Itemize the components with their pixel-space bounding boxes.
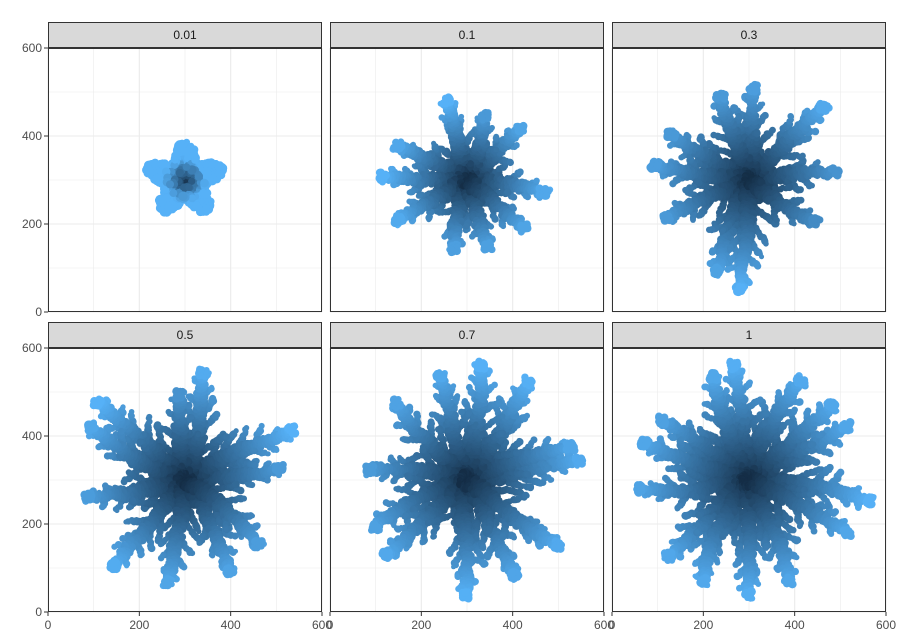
y-tick-label: 400	[22, 129, 42, 143]
aggregate-particle	[787, 112, 794, 120]
aggregate-particle	[199, 189, 207, 197]
panel-border	[48, 48, 322, 312]
aggregate-cluster	[375, 93, 554, 257]
aggregate-particle	[208, 161, 216, 169]
aggregate-particle	[504, 188, 512, 196]
aggregate-particle	[804, 134, 812, 142]
aggregate-particle	[449, 246, 456, 253]
aggregate-particle	[489, 124, 495, 131]
aggregate-particle	[185, 183, 193, 192]
facet-panel-3: 0.3	[611, 22, 887, 313]
aggregate-particle	[516, 168, 524, 176]
aggregate-particle	[406, 198, 413, 205]
aggregate-particle	[466, 160, 474, 168]
aggregate-particle	[441, 233, 448, 240]
aggregate-particle	[484, 109, 491, 116]
aggregate-particle	[518, 128, 526, 136]
aggregate-particle	[414, 162, 420, 168]
aggregate-particle	[513, 142, 520, 148]
aggregate-particle	[214, 161, 224, 171]
aggregate-particle	[165, 180, 175, 189]
aggregate-particle	[468, 233, 476, 240]
aggregate-particle	[811, 127, 820, 136]
aggregate-particle	[506, 158, 514, 167]
aggregate-cluster	[142, 138, 228, 217]
aggregate-particle	[436, 209, 443, 216]
facet-strip	[48, 22, 322, 48]
aggregate-particle	[145, 166, 154, 175]
facet-panel-1: 0.01 0 200 400 600	[22, 22, 323, 319]
aggregate-particle	[173, 148, 181, 157]
aggregate-particle	[203, 169, 212, 178]
aggregate-particle	[426, 217, 432, 223]
facet-label: 0.1	[459, 28, 476, 42]
aggregate-particle	[799, 152, 806, 159]
aggregate-particle	[152, 174, 161, 183]
aggregate-particle	[481, 240, 489, 248]
aggregate-particle	[177, 141, 185, 150]
aggregate-particle	[517, 123, 524, 130]
aggregate-particle	[188, 177, 196, 185]
aggregate-particle	[470, 129, 476, 135]
aggregate-particle	[157, 197, 167, 207]
aggregate-particle	[523, 224, 531, 232]
aggregate-particle	[533, 177, 540, 184]
aggregate-particle	[809, 182, 815, 189]
y-tick-label: 600	[22, 41, 42, 55]
aggregate-particle	[197, 161, 205, 170]
aggregate-particle	[171, 156, 179, 164]
aggregate-particle	[167, 204, 176, 213]
aggregate-particle	[431, 140, 437, 146]
aggregate-particle	[491, 215, 499, 223]
aggregate-particle	[510, 193, 518, 201]
aggregate-particle	[493, 133, 500, 140]
aggregate-particle	[831, 170, 840, 178]
aggregate-particle	[393, 219, 400, 226]
aggregate-particle	[458, 113, 465, 120]
aggregate-particle	[388, 165, 394, 172]
aggregate-particle	[169, 189, 178, 198]
aggregate-particle	[540, 186, 547, 193]
aggregate-particle	[380, 172, 387, 180]
aggregate-particle	[406, 189, 412, 196]
aggregate-particle	[397, 140, 405, 148]
facet-strip	[330, 22, 604, 48]
aggregate-particle	[175, 168, 184, 178]
aggregate-particle	[402, 166, 409, 173]
aggregate-particle	[814, 159, 821, 165]
aggregate-particle	[524, 193, 532, 201]
aggregate-particle	[188, 194, 197, 203]
y-tick-label: 200	[22, 217, 42, 231]
aggregate-particle	[493, 146, 500, 153]
aggregate-particle	[200, 178, 209, 188]
aggregate-particle	[178, 191, 188, 201]
aggregate-particle	[446, 95, 453, 102]
aggregate-particle	[189, 149, 199, 159]
panel-border	[330, 48, 604, 312]
aggregate-particle	[478, 113, 486, 121]
aggregate-particle	[194, 172, 204, 181]
facet-panel-2: 0.1	[329, 22, 605, 313]
aggregate-cluster	[646, 80, 843, 297]
aggregate-particle	[415, 193, 422, 199]
aggregate-particle	[182, 163, 191, 171]
aggregate-particle	[214, 169, 222, 177]
aggregate-particle	[150, 158, 160, 168]
aggregate-particle	[202, 204, 210, 212]
aggregate-particle	[438, 114, 445, 121]
y-tick-label: 0	[35, 305, 42, 319]
aggregate-particle	[442, 101, 449, 108]
aggregate-particle	[463, 222, 470, 230]
aggregate-particle	[485, 116, 492, 123]
aggregate-particle	[488, 224, 494, 230]
aggregate-particle	[202, 161, 210, 169]
aggregate-particle	[796, 186, 804, 194]
aggregate-particle	[192, 201, 201, 211]
aggregate-particle	[500, 223, 507, 230]
aggregate-particle	[542, 192, 551, 200]
facet-label: 0.01	[173, 28, 197, 42]
aggregate-particle	[161, 185, 170, 194]
